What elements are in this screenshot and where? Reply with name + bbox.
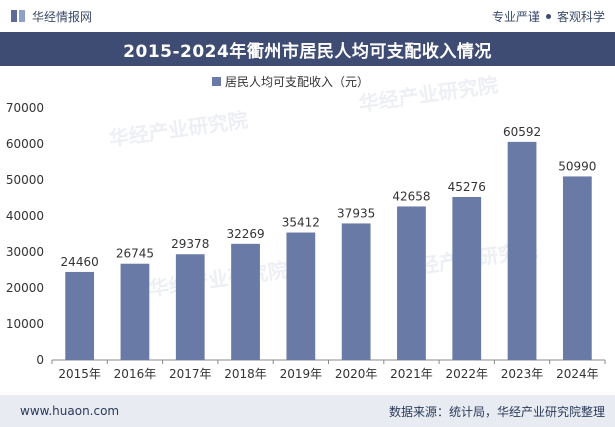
x-tick-label: 2016年: [114, 367, 157, 381]
x-tick-label: 2024年: [556, 367, 599, 381]
data-label: 37935: [337, 206, 375, 220]
data-label: 35412: [282, 216, 320, 230]
tag-objective: 客观科学: [556, 9, 605, 24]
bar: [65, 271, 95, 360]
watermark-text: 华经产业研究院: [357, 73, 499, 116]
legend: 居民人均可支配收入（元）: [212, 75, 369, 89]
footer-website: www.huaon.com: [20, 404, 120, 418]
data-label: 29378: [171, 237, 209, 251]
watermark-text: 华经产业研究院: [107, 108, 249, 151]
chart-title: 2015-2024年衢州市居民人均可支配收入情况: [0, 32, 615, 66]
bar: [341, 223, 371, 360]
footer-source: 数据来源：统计局，华经产业研究院整理: [388, 404, 605, 419]
separator-dot-icon: [545, 13, 551, 19]
bar: [231, 243, 260, 360]
y-tick-label: 40000: [6, 209, 44, 223]
data-label: 42658: [392, 189, 430, 203]
tag-professional: 专业严谨: [491, 9, 540, 24]
data-label: 24460: [61, 255, 99, 269]
bar: [397, 206, 426, 360]
y-tick-label: 70000: [6, 101, 44, 115]
footer-bar: www.huaon.com 数据来源：统计局，华经产业研究院整理: [0, 395, 615, 427]
data-label: 26745: [116, 247, 154, 261]
legend-label: 居民人均可支配收入（元）: [225, 75, 369, 89]
bar: [452, 197, 482, 360]
x-tick-label: 2019年: [280, 367, 323, 381]
x-tick-label: 2018年: [224, 367, 267, 381]
bar: [286, 232, 316, 360]
y-tick-label: 0: [36, 353, 44, 367]
watermark-text: 华经产业研究院: [147, 258, 289, 301]
bar-chart: 华经产业研究院华经产业研究院华经产业研究院华经产业研究院居民人均可支配收入（元）…: [6, 73, 606, 381]
x-tick-label: 2021年: [390, 367, 433, 381]
x-tick-label: 2017年: [169, 367, 212, 381]
y-tick-label: 60000: [6, 137, 44, 151]
x-tick-label: 2020年: [335, 367, 378, 381]
brand-name: 华经情报网: [32, 9, 93, 24]
bar: [562, 176, 592, 360]
x-tick-label: 2023年: [501, 367, 544, 381]
y-tick-label: 10000: [6, 317, 44, 331]
data-label: 32269: [226, 227, 264, 241]
data-label: 45276: [448, 180, 486, 194]
x-tick-label: 2022年: [445, 367, 488, 381]
brand-logo-icon: [11, 10, 25, 22]
header-tags: 专业严谨 客观科学: [492, 8, 605, 25]
y-tick-label: 30000: [6, 245, 44, 259]
x-tick-label: 2015年: [58, 367, 101, 381]
legend-swatch: [212, 77, 221, 86]
y-tick-label: 50000: [6, 173, 44, 187]
brand: 华经情报网: [10, 8, 92, 25]
data-label: 60592: [503, 125, 541, 139]
bar: [175, 254, 205, 360]
bar: [507, 141, 537, 360]
top-bar: 华经情报网 专业严谨 客观科学: [0, 0, 615, 32]
bar: [120, 263, 150, 360]
y-tick-label: 20000: [6, 281, 44, 295]
data-label: 50990: [558, 159, 596, 173]
